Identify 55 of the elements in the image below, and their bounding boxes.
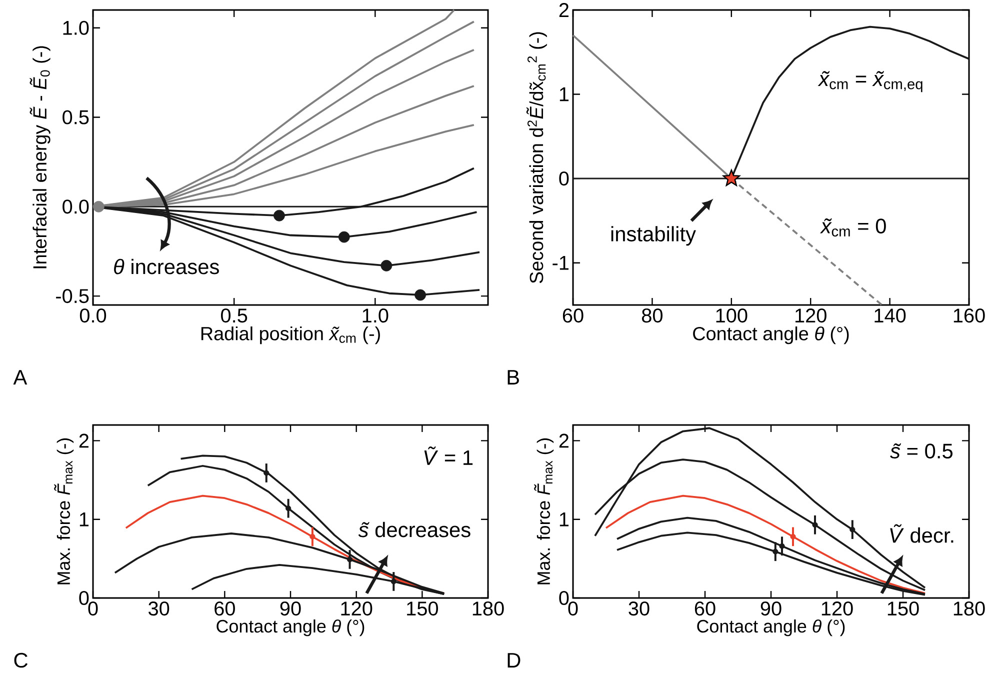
- x-tick-label: 60: [214, 602, 235, 616]
- y-tick-label: 1: [560, 87, 569, 102]
- text: C: [14, 652, 28, 668]
- x-tick-label: 120: [796, 308, 826, 323]
- y-axis-title: Max. force F̃$_{max}$ (-): [54, 438, 74, 584]
- y-tick-label: 0: [79, 590, 89, 606]
- y-axis-title: Max. force F̃$_{max}$ (-): [534, 438, 554, 584]
- annotation: instability: [611, 226, 696, 246]
- y-tick-label: 0: [559, 590, 569, 606]
- x-tick-label: 30: [148, 602, 170, 616]
- annotation: s̃ = 0.5: [890, 443, 952, 458]
- x-tick-label: 60: [562, 308, 584, 323]
- text: D: [508, 653, 520, 668]
- x-tick-label: 180: [472, 602, 504, 616]
- x-tick-label: 0.5: [221, 308, 248, 323]
- y-tick-label: 1: [560, 512, 569, 526]
- x-tick-label: 30: [628, 602, 650, 616]
- x-axis-title: Contact angle θ (°): [216, 619, 364, 636]
- annotation: θ increases: [114, 258, 219, 274]
- x-tick-label: 60: [694, 602, 716, 616]
- x-tick-label: 100: [716, 308, 748, 323]
- x-tick-label: 160: [954, 308, 985, 323]
- text: A: [13, 370, 28, 384]
- y-tick-label: 2: [79, 434, 88, 448]
- text: B: [508, 370, 519, 384]
- x-tick-label: 180: [954, 602, 985, 616]
- x-tick-label: 140: [874, 308, 906, 323]
- y-tick-label: 0.0: [62, 200, 89, 214]
- x-tick-label: 150: [888, 602, 919, 616]
- annotation: x̃$_{cm}$ = 0: [820, 218, 886, 237]
- y-tick-label: 0.5: [62, 110, 89, 124]
- annotation: Ṽ = 1: [424, 446, 473, 465]
- y-tick-label: 2: [559, 3, 568, 17]
- x-tick-label: 0: [88, 602, 98, 616]
- x-tick-label: 150: [407, 602, 438, 616]
- annotation: s̃ decreases: [358, 522, 470, 538]
- y-tick-label: 1.0: [63, 20, 89, 35]
- x-tick-label: 120: [822, 602, 853, 616]
- x-tick-label: 80: [642, 308, 663, 323]
- y-axis-title: Second variation d$^{2}$Ẽ/dx̃$_{cm}$$^{2}$ (-): [526, 32, 547, 284]
- x-tick-label: 90: [280, 602, 301, 616]
- y-tick-label: -0.5: [56, 289, 89, 304]
- y-axis-title: Interfacial energy Ẽ - Ẽ$_{0}$ (-): [30, 46, 50, 268]
- annotation: x̃$_{cm}$ = x̃$_{cm,eq}$: [818, 71, 922, 92]
- x-axis-title: Contact angle θ (°): [697, 619, 845, 636]
- y-tick-label: -1: [552, 256, 569, 270]
- x-axis-title: Contact angle θ (°): [693, 326, 849, 344]
- y-tick-label: 2: [559, 434, 568, 448]
- x-tick-label: 1.0: [362, 308, 388, 323]
- y-tick-label: 1: [80, 512, 89, 526]
- x-tick-label: 120: [341, 602, 372, 616]
- annotation: Ṽ decr.: [890, 524, 954, 543]
- x-tick-label: 90: [760, 602, 782, 616]
- x-axis-title: Radial position x̃$_{cm}$ (-): [201, 326, 380, 344]
- y-tick-label: 0: [559, 172, 569, 186]
